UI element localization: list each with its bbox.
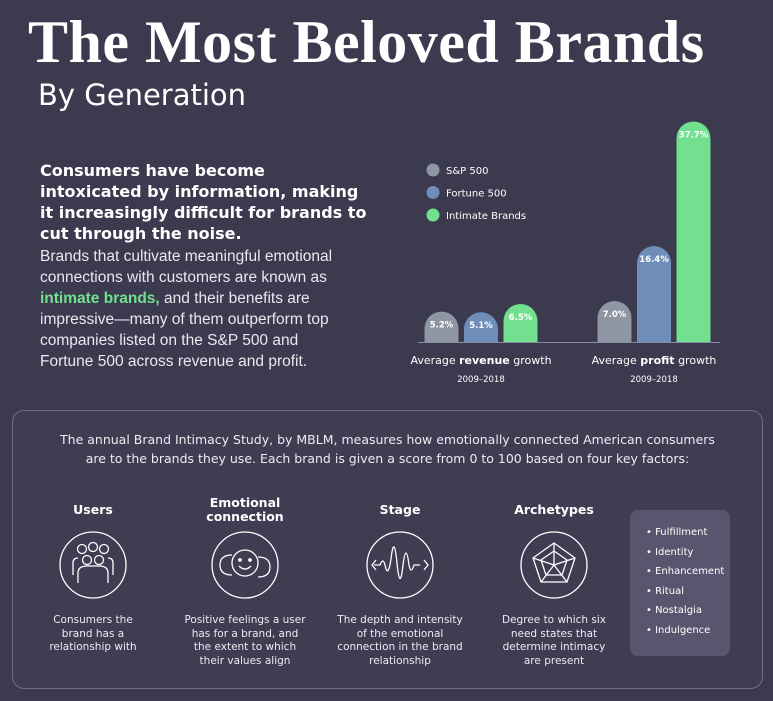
factor-description: Positive feelings a user has for a brand…	[170, 614, 320, 668]
text: Positive feelings a user has for a brand…	[184, 614, 306, 667]
legend-label: S&P 500	[446, 166, 488, 177]
body-text: Brands that cultivate meaningful emotion…	[40, 246, 340, 372]
archetype-item: • Fulfillment	[646, 527, 708, 538]
category-part: profit	[640, 354, 674, 367]
title: The Most Beloved Brands	[28, 9, 705, 75]
archetype-item: • Ritual	[646, 585, 684, 597]
archetypes-icon	[520, 531, 588, 599]
text: Degree to which six need states that det…	[502, 614, 606, 667]
text: The depth and intensity of the emotional…	[337, 614, 463, 667]
study-text: The annual Brand Intimacy Study, by MBLM…	[60, 432, 715, 466]
chart: S&P 500 Fortune 500 Intimate Brands 5.2% 5.1…	[410, 121, 720, 385]
factor-title: Archetypes	[514, 502, 594, 517]
archetype-list: • Fulfillment • Identity • Enhancement • Ri…	[630, 510, 730, 656]
category-part: growth	[675, 354, 717, 367]
legend-swatch	[426, 208, 440, 222]
text: and their benefits are impressive—many o…	[40, 290, 329, 370]
factor-description: Degree to which six need states that det…	[479, 614, 629, 668]
archetype-item: • Nostalgia	[646, 605, 702, 616]
emotion-icon	[211, 531, 279, 599]
archetype-item: • Enhancement	[646, 566, 725, 577]
factor-description: Consumers the brand has a relationship w…	[18, 614, 168, 655]
category-part: revenue	[459, 354, 510, 367]
category-label: Average revenue growth	[410, 354, 551, 367]
bar	[503, 303, 538, 342]
category-part: Average	[592, 354, 641, 367]
users-icon	[59, 531, 127, 599]
value-label: 5.2%	[430, 321, 454, 331]
factor-title: Stage	[379, 502, 421, 517]
period-label: 2009–2018	[457, 375, 505, 385]
stage-icon	[366, 531, 434, 599]
factor-title: Emotional connection	[170, 496, 320, 524]
text: Consumers the brand has a relationship w…	[49, 614, 137, 653]
value-label: 7.0%	[603, 310, 627, 320]
bar	[424, 311, 459, 342]
legend-swatch	[426, 163, 440, 177]
factor-title: Users	[73, 502, 113, 517]
factor-description: The depth and intensity of the emotional…	[325, 614, 475, 668]
period-label: 2009–2018	[630, 375, 678, 385]
bar	[464, 312, 498, 342]
bar	[676, 121, 711, 342]
value-label: 5.1%	[469, 321, 493, 331]
value-label: 37.7%	[679, 130, 709, 140]
category-label: Average profit growth	[592, 354, 717, 367]
bar	[597, 301, 632, 342]
legend-label: Intimate Brands	[446, 211, 526, 222]
legend-swatch	[426, 186, 440, 199]
highlight: intimate brands,	[40, 290, 160, 307]
value-label: 16.4%	[639, 255, 669, 265]
legend-label: Fortune 500	[446, 189, 507, 200]
text: Brands that cultivate meaningful emotion…	[40, 248, 333, 286]
lead-text: Consumers have become intoxicated by inf…	[40, 161, 367, 243]
icons	[59, 531, 588, 599]
bar	[637, 246, 671, 342]
archetype-item: • Indulgence	[646, 624, 711, 636]
text: Emotional connection	[206, 495, 284, 524]
value-label: 6.5%	[509, 313, 533, 323]
subtitle: By Generation	[38, 78, 247, 112]
category-part: Average	[410, 354, 459, 367]
archetype-item: • Identity	[646, 546, 694, 558]
category-part: growth	[510, 354, 552, 367]
